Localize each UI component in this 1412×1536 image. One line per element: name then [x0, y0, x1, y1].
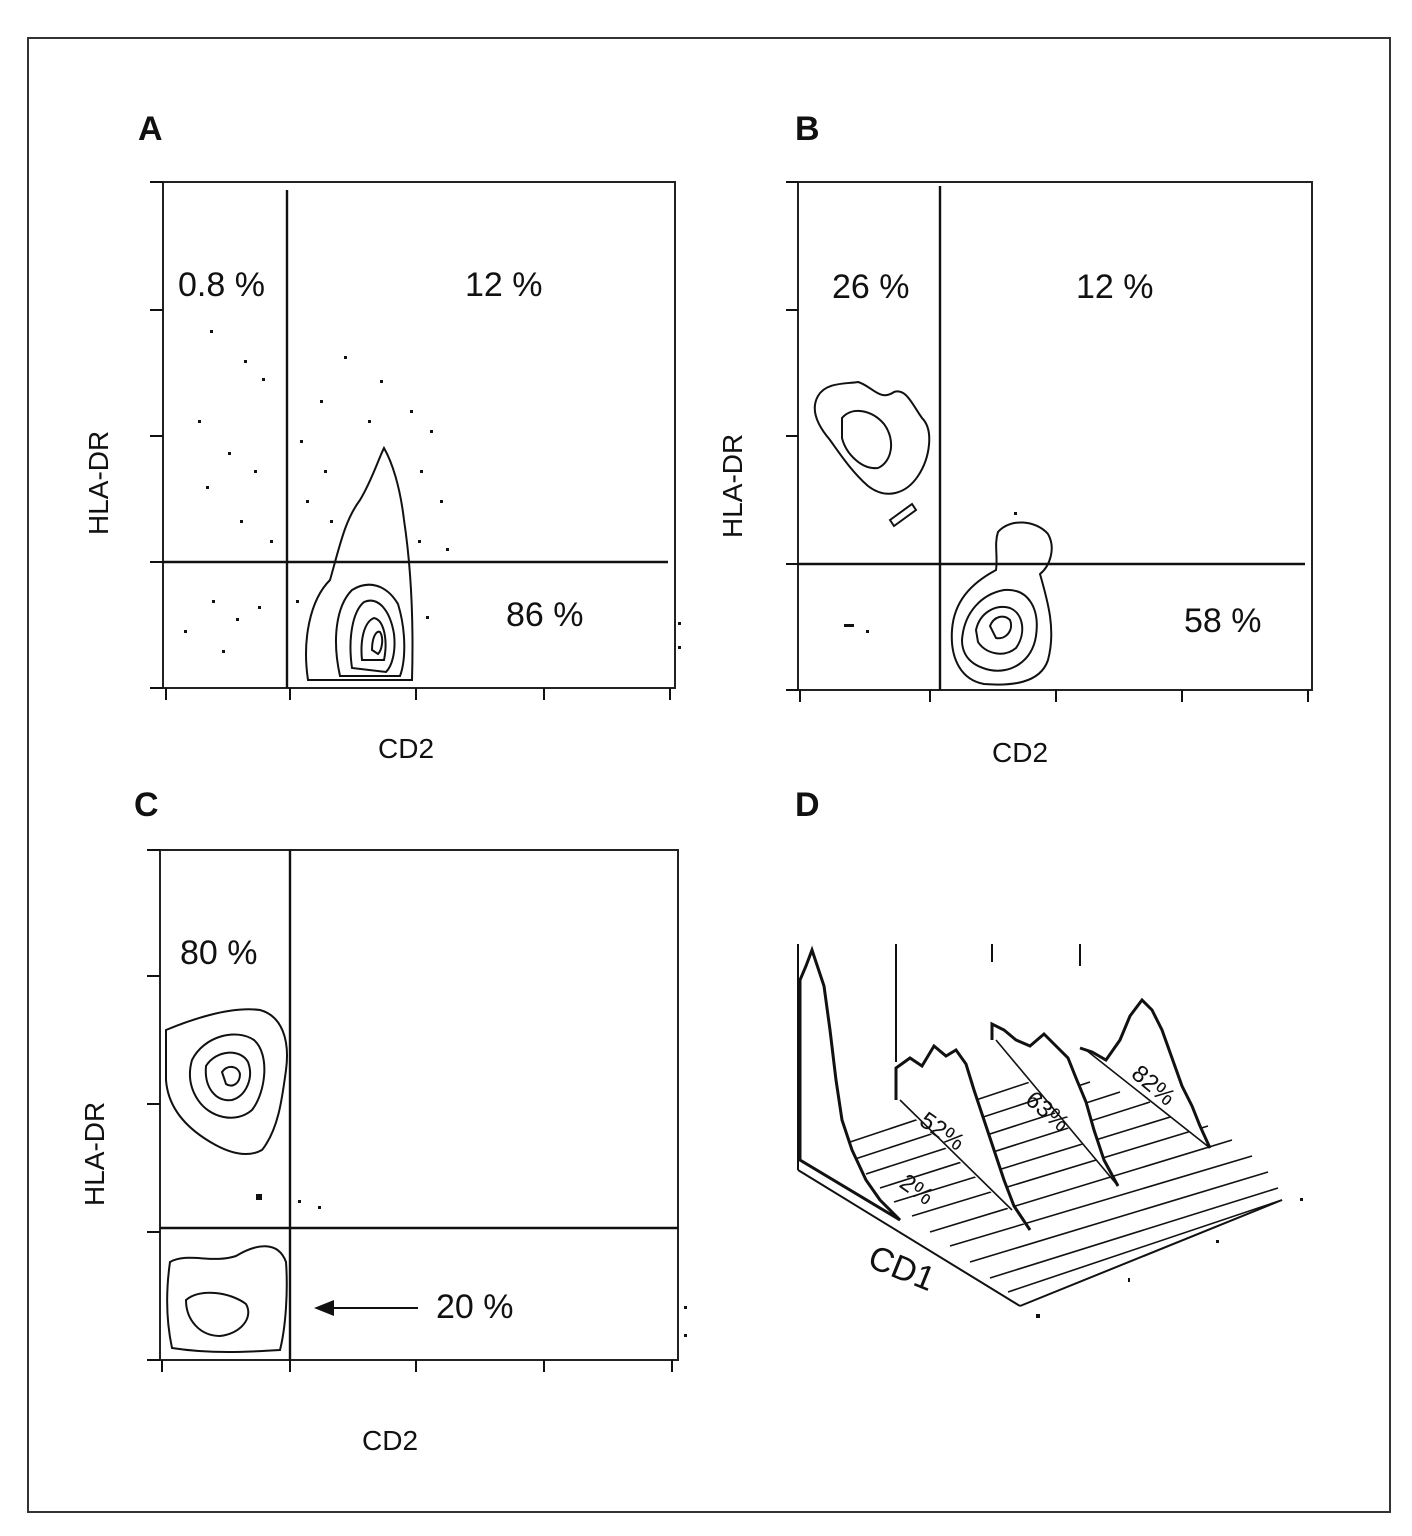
histogram-63pct — [990, 1021, 1120, 1187]
panel-a-x-axis-label: CD2 — [378, 733, 434, 764]
panel-d-letter: D — [795, 786, 820, 824]
panel-b-quadrant-lower-right: 58 % — [1184, 602, 1262, 640]
panel-c-axis-ticks — [147, 849, 673, 1372]
panel-d-axis-label: CD1 — [863, 1238, 940, 1299]
panel-c-plot-frame — [159, 849, 679, 1361]
panel-b-letter: B — [795, 110, 820, 148]
histogram-2pct — [798, 945, 902, 1222]
panel-d-axes — [797, 944, 1283, 1307]
panel-c-y-axis-label: HLA-DR — [79, 1102, 110, 1206]
panel-c-quadrant-lower-left: 20 % — [436, 1288, 514, 1326]
panel-a-quadrant-upper-right: 12 % — [465, 266, 543, 304]
panel-a-events — [184, 330, 681, 681]
panel-b-axis-ticks — [786, 181, 1309, 702]
panel-d-histograms — [798, 945, 1212, 1231]
panel-c-quadrant-upper-left: 80 % — [180, 934, 258, 972]
panel-b-events — [813, 380, 1053, 686]
panel-a-y-axis-label: HLA-DR — [83, 431, 114, 535]
panel-d-slice-lines — [899, 1039, 1211, 1211]
panel-c-letter: C — [134, 786, 159, 824]
panel-c: C — [79, 786, 687, 1456]
panel-b-x-axis-label: CD2 — [992, 737, 1048, 768]
panel-a: A — [83, 110, 681, 764]
panel-c-x-axis-label: CD2 — [362, 1425, 418, 1456]
panel-b-quadrant-upper-right: 12 % — [1076, 268, 1154, 306]
panel-a-quadrant-upper-left: 0.8 % — [178, 266, 265, 304]
panel-d-stray-dots — [1036, 1198, 1303, 1318]
histogram-52pct — [894, 1043, 1032, 1231]
panel-a-plot-frame — [162, 181, 676, 689]
panel-d: D — [795, 786, 1303, 1318]
histogram-82pct — [1079, 997, 1212, 1149]
panel-d-percentage-2: 2% — [895, 1169, 939, 1211]
panel-b: B 26 % — [717, 110, 1313, 768]
panel-c-arrow — [314, 1300, 418, 1316]
panel-b-quadrant-upper-left: 26 % — [832, 268, 910, 306]
panel-a-axis-ticks — [150, 181, 671, 700]
panel-c-events — [165, 1008, 687, 1353]
panel-b-y-axis-label: HLA-DR — [717, 434, 748, 538]
figure-border — [27, 37, 1391, 1513]
panel-a-quadrant-lower-right: 86 % — [506, 596, 584, 634]
panel-a-letter: A — [138, 110, 163, 148]
